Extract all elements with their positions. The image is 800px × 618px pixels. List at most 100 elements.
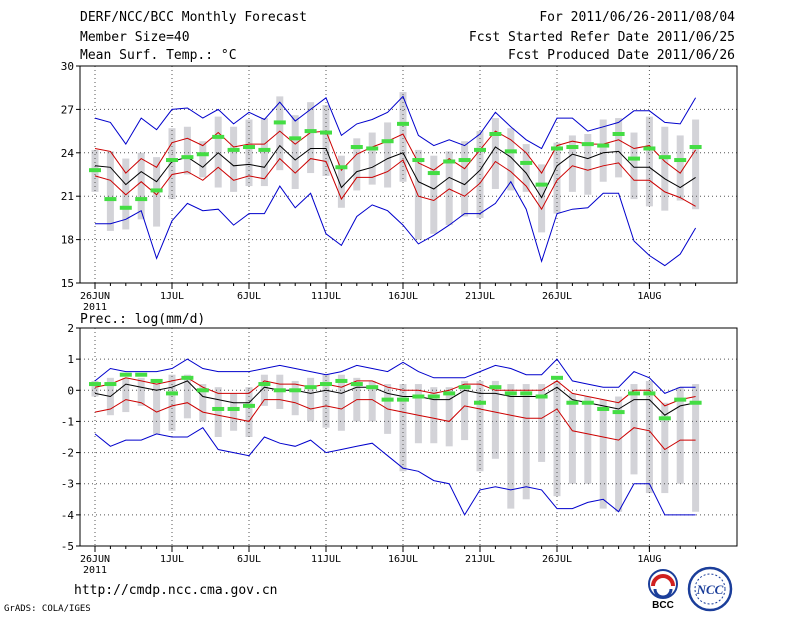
observed-marker bbox=[89, 382, 101, 387]
spread-box bbox=[553, 380, 561, 497]
observed-marker bbox=[320, 130, 332, 135]
observed-marker bbox=[535, 182, 548, 187]
observed-marker bbox=[489, 385, 502, 390]
observed-marker bbox=[674, 397, 687, 402]
y-tick-label: 15 bbox=[61, 277, 74, 290]
x-tick-label: 1AUG bbox=[637, 291, 661, 302]
observed-marker bbox=[427, 171, 440, 176]
observed-marker bbox=[181, 375, 194, 380]
ncc-logo: NCC bbox=[687, 566, 733, 612]
observed-marker bbox=[535, 394, 548, 399]
spread-box bbox=[445, 151, 453, 226]
observed-marker bbox=[643, 391, 656, 396]
spread-box bbox=[337, 374, 345, 431]
observed-marker bbox=[243, 145, 255, 150]
observed-marker bbox=[212, 406, 225, 411]
y-tick-label: 18 bbox=[61, 234, 74, 247]
spread-box bbox=[430, 155, 438, 234]
observed-marker bbox=[350, 145, 363, 150]
observed-marker bbox=[551, 146, 563, 151]
source-url[interactable]: http://cmdp.ncc.cma.gov.cn bbox=[74, 583, 278, 598]
spread-box bbox=[522, 384, 530, 500]
observed-marker bbox=[273, 388, 286, 393]
y-tick-label: -3 bbox=[61, 478, 74, 491]
observed-marker bbox=[689, 145, 702, 150]
y-tick-label: -1 bbox=[61, 415, 74, 428]
observed-marker bbox=[212, 134, 225, 139]
spread-box bbox=[199, 384, 207, 422]
spread-box bbox=[168, 374, 176, 431]
panel-title: Prec.: log(mm/d) bbox=[80, 312, 205, 327]
y-tick-label: 2 bbox=[67, 322, 74, 335]
spread-box bbox=[122, 158, 130, 230]
spread-box bbox=[183, 374, 191, 419]
x-tick-label: 1JUL bbox=[160, 554, 184, 565]
bcc-logo-text: BCC bbox=[652, 600, 674, 610]
observed-marker bbox=[166, 391, 178, 396]
observed-marker bbox=[566, 145, 579, 150]
x-tick-label: 26JUL bbox=[542, 291, 572, 302]
spread-box bbox=[692, 384, 700, 512]
spread-box bbox=[368, 132, 376, 185]
spread-box bbox=[414, 384, 422, 444]
spread-box bbox=[307, 102, 315, 174]
x-tick-label: 16JUL bbox=[388, 291, 418, 302]
observed-marker bbox=[196, 152, 209, 157]
observed-marker bbox=[597, 406, 610, 411]
observed-marker bbox=[258, 382, 271, 387]
x-tick-label: 11JUL bbox=[311, 291, 341, 302]
grads-credit: GrADS: COLA/IGES bbox=[4, 604, 91, 614]
spread-box bbox=[692, 119, 700, 210]
spread-box bbox=[291, 115, 299, 189]
series-max-line bbox=[94, 358, 696, 394]
observed-marker bbox=[412, 394, 425, 399]
x-tick-label: 16JUL bbox=[388, 554, 418, 565]
spread-box bbox=[199, 141, 207, 178]
spread-box bbox=[153, 384, 161, 434]
observed-marker bbox=[350, 382, 363, 387]
observed-marker bbox=[458, 158, 471, 163]
observed-marker bbox=[320, 382, 332, 387]
observed-marker bbox=[304, 129, 317, 134]
spread-box bbox=[368, 380, 376, 422]
spread-box bbox=[630, 132, 638, 200]
spread-box bbox=[645, 116, 653, 207]
spread-box bbox=[399, 384, 407, 472]
x-tick-label: 21JUL bbox=[465, 291, 495, 302]
observed-marker bbox=[474, 400, 486, 405]
observed-marker bbox=[504, 149, 517, 154]
spread-box bbox=[214, 116, 222, 188]
observed-marker bbox=[397, 397, 409, 402]
observed-marker bbox=[443, 159, 456, 164]
x-tick-label: 1AUG bbox=[637, 554, 661, 565]
spread-box bbox=[291, 380, 299, 416]
spread-box bbox=[491, 118, 499, 189]
observed-marker bbox=[135, 197, 148, 202]
spread-box bbox=[568, 135, 576, 192]
x-tick-label: 21JUL bbox=[465, 554, 495, 565]
spread-box bbox=[568, 393, 576, 484]
plot-frame bbox=[79, 65, 738, 284]
series-min-line bbox=[95, 180, 697, 267]
spread-box bbox=[522, 144, 530, 192]
observed-marker bbox=[104, 197, 117, 202]
observed-marker bbox=[335, 378, 348, 383]
spread-box bbox=[430, 387, 438, 444]
observed-marker bbox=[658, 416, 671, 421]
observed-marker bbox=[628, 156, 640, 161]
observed-marker bbox=[628, 391, 640, 396]
observed-marker bbox=[458, 385, 471, 390]
year-label: 2011 bbox=[83, 302, 107, 313]
observed-marker bbox=[181, 155, 194, 160]
spread-box bbox=[122, 377, 130, 413]
observed-marker bbox=[412, 158, 425, 163]
ncc-logo-text: NCC bbox=[696, 582, 724, 597]
x-tick-label: 26JUN bbox=[80, 291, 110, 302]
observed-marker bbox=[504, 391, 517, 396]
series-min-line bbox=[94, 427, 696, 516]
spread-box bbox=[676, 387, 684, 484]
observed-marker bbox=[381, 139, 394, 144]
spread-box bbox=[584, 133, 592, 195]
spread-box bbox=[322, 105, 330, 176]
